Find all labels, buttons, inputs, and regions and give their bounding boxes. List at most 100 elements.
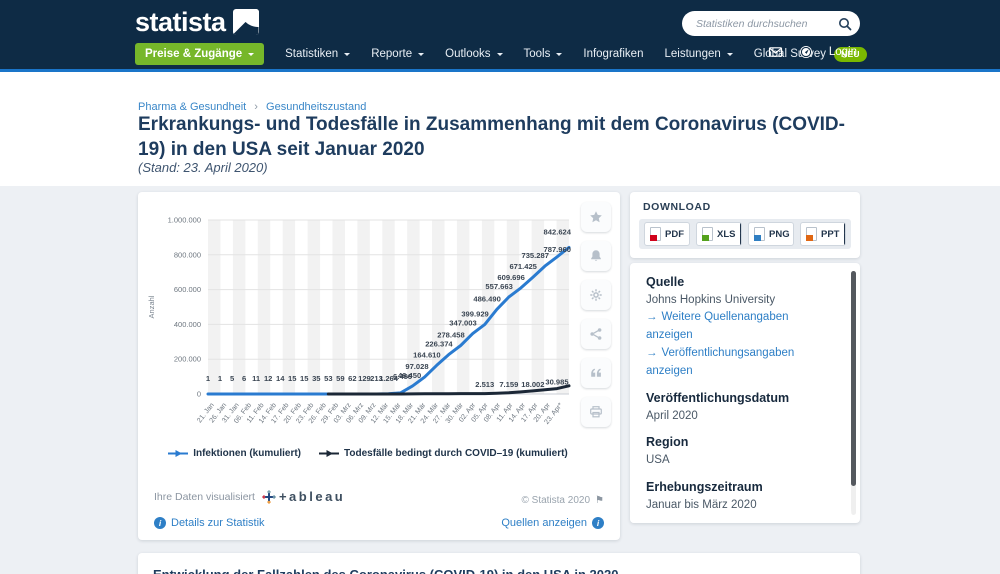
nav-item-reporte[interactable]: Reporte [371,48,425,60]
title-band [0,72,1000,186]
section-heading-quelle: Quelle [646,275,685,289]
chart-toolbar [580,202,612,427]
nav-item-statistiken[interactable]: Statistiken [285,48,351,60]
page-title: Erkrankungs- und Todesfälle in Zusammenh… [138,114,845,160]
chevron-down-icon [344,53,351,59]
statista-logo-icon [232,9,259,35]
svg-text:557.663: 557.663 [485,282,512,291]
next-section-card: Entwicklung der Fallzahlen des Coronavir… [138,553,860,574]
copyright-text: © Statista 2020 [521,495,591,506]
chevron-down-icon [418,53,425,59]
svg-text:6: 6 [242,374,246,383]
breadcrumb-link-gesundheitszustand[interactable]: Gesundheitszustand [266,101,367,113]
link-weitere-quellenangaben-anzeigen[interactable]: → Weitere Quellenangaben anzeigen [646,311,789,341]
citation-button[interactable] [581,358,611,388]
svg-text:347.003: 347.003 [449,319,476,328]
globe-icon[interactable] [799,45,813,59]
login-link[interactable]: Login [828,46,857,58]
section-text: Johns Hopkins University [646,294,776,306]
tableau-icon [262,489,276,504]
nav-item-tools[interactable]: Tools [524,48,563,60]
notification-button[interactable] [581,241,611,271]
link-ver-ffentlichungsangaben-anzeigen[interactable]: → Veröffentlichungsangaben anzeigen [646,346,795,377]
statista-logo[interactable]: statista [135,7,259,37]
svg-text:0: 0 [197,390,201,399]
share-button[interactable] [581,319,611,349]
source-sections: Quelle Johns Hopkins University → Weitere Q… [646,275,836,523]
scrollbar-track [851,271,856,515]
svg-text:1: 1 [206,374,211,383]
svg-text:787.960: 787.960 [544,245,571,254]
scrollbar-thumb[interactable] [851,271,856,486]
covid-line-chart: 0 200.000 400.000 600.000 800.000 1.000.000 An… [147,216,572,426]
flag-icon[interactable]: ⚑ [595,495,604,506]
top-header: statista Preise & Zugänge Statistiken Repo… [0,0,1000,69]
svg-text:671.425: 671.425 [509,262,537,271]
svg-text:30.985: 30.985 [545,378,569,387]
svg-text:1: 1 [218,374,223,383]
favorite-icon [590,211,602,223]
nav-item-label: Infografiken [583,48,644,60]
favorite-button[interactable] [581,202,611,232]
download-label: PDF [665,228,684,240]
svg-text:399.929: 399.929 [461,309,488,318]
breadcrumb-link-pharma[interactable]: Pharma & Gesundheit [138,101,247,113]
neu-badge: NEU [834,46,867,62]
section-text: USA [646,454,670,467]
svg-text:11: 11 [252,374,261,383]
print-button[interactable] [581,397,611,427]
settings-button[interactable] [581,280,611,310]
svg-text:15: 15 [288,374,297,383]
download-options-button[interactable]: + [689,223,690,245]
details-link[interactable]: i Details zur Statistik [154,517,265,529]
section-text: April 2020 [646,410,698,423]
nav-item-preise-zug-nge[interactable]: Preise & Zugänge [135,43,265,65]
legend-marker-icon [168,450,189,457]
chart-copyright: © Statista 2020 ⚑ [522,495,605,506]
svg-text:213: 213 [370,374,383,383]
nav-item-leistungen[interactable]: Leistungen [664,48,733,60]
sources-link[interactable]: Quellen anzeigen i [501,517,604,529]
legend-item-todesf-lle-bedingt-durch-covid[interactable]: Todesfälle bedingt durch COVID–19 (kumul… [319,448,568,459]
visualized-by-label: Ihre Daten visualisiert [154,490,255,503]
download-xls-button[interactable]: XLS + [696,222,742,246]
arrow-right-icon: → [646,311,658,324]
download-heading: DOWNLOAD [643,201,711,213]
mail-icon[interactable] [768,45,783,59]
info-icon: i [592,517,604,529]
arrow-right-icon: → [646,346,658,359]
download-options-button[interactable]: + [740,223,741,245]
search-bar[interactable] [682,11,860,36]
download-left: PDF [645,223,689,245]
download-pdf-button[interactable]: PDF + [644,222,690,246]
nav-item-outlooks[interactable]: Outlooks [445,48,503,60]
chart-card: 0 200.000 400.000 600.000 800.000 1.000.000 An… [138,192,620,540]
legend-item-infektionen-kumuliert[interactable]: Infektionen (kumuliert) [168,448,301,459]
svg-text:600.000: 600.000 [174,285,201,294]
tableau-logo[interactable]: +ableau [262,489,345,504]
search-icon[interactable] [838,17,852,31]
search-input[interactable] [694,16,838,31]
breadcrumb: Pharma & Gesundheit › Gesundheitszustand [138,101,366,113]
svg-text:200.000: 200.000 [174,355,201,364]
source-info-card: Quelle Johns Hopkins University → Weitere Q… [630,263,860,523]
svg-text:226.374: 226.374 [425,340,453,349]
svg-text:164.610: 164.610 [413,350,440,359]
svg-text:97.028: 97.028 [405,362,428,371]
notification-icon [591,250,601,261]
nav-item-infografiken[interactable]: Infografiken [583,48,643,60]
breadcrumb-separator: › [254,101,258,113]
print-icon [590,406,602,418]
next-section-title: Entwicklung der Fallzahlen des Coronavir… [153,567,618,574]
download-ppt-button[interactable]: PPT + [800,222,846,246]
svg-text:18.002: 18.002 [521,380,544,389]
svg-text:1.264: 1.264 [379,374,399,383]
chevron-down-icon [248,53,255,59]
download-left: PPT [801,223,844,245]
download-png-button[interactable]: PNG+ [748,222,794,246]
download-options-button[interactable]: + [844,223,845,245]
section-text: Januar bis März 2020 [646,498,757,511]
file-ppt-icon [806,227,817,241]
svg-text:14: 14 [276,374,285,383]
